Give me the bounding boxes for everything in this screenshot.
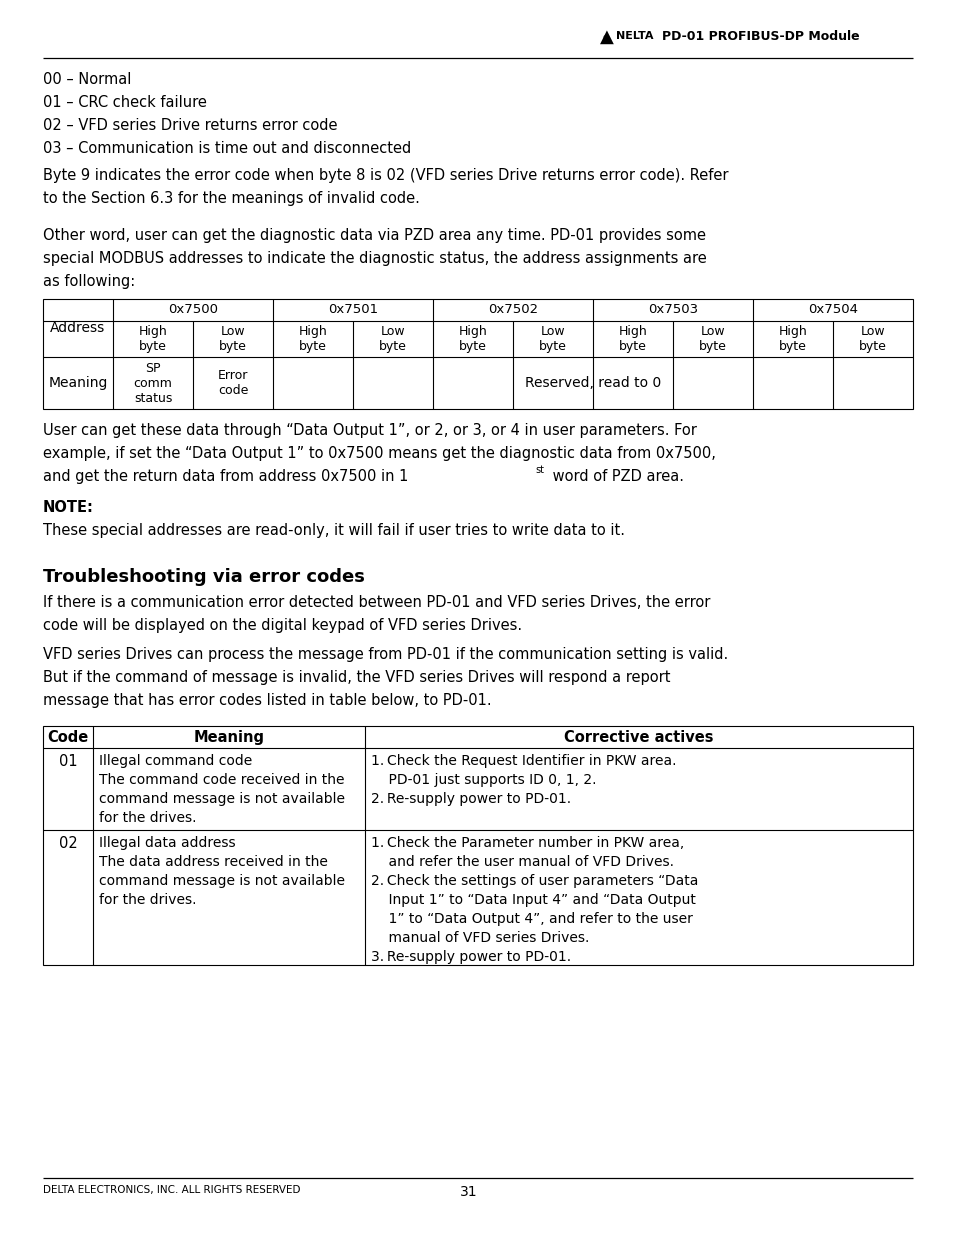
Text: SP
comm
status: SP comm status [133, 362, 172, 405]
Text: NELTA: NELTA [616, 31, 653, 41]
Text: example, if set the “Data Output 1” to 0x7500 means get the diagnostic data from: example, if set the “Data Output 1” to 0… [43, 446, 715, 461]
Text: manual of VFD series Drives.: manual of VFD series Drives. [371, 931, 589, 945]
Text: to the Section 6.3 for the meanings of invalid code.: to the Section 6.3 for the meanings of i… [43, 191, 419, 206]
Text: Reserved, read to 0: Reserved, read to 0 [524, 375, 660, 390]
Text: command message is not available: command message is not available [99, 792, 345, 806]
Text: 0x7501: 0x7501 [328, 303, 377, 316]
Text: But if the command of message is invalid, the VFD series Drives will respond a r: But if the command of message is invalid… [43, 671, 670, 685]
Text: High
byte: High byte [138, 325, 167, 353]
Text: Error
code: Error code [217, 369, 248, 396]
Text: NOTE:: NOTE: [43, 500, 93, 515]
Text: and refer the user manual of VFD Drives.: and refer the user manual of VFD Drives. [371, 855, 673, 869]
Text: Meaning: Meaning [193, 730, 264, 745]
Text: Code: Code [48, 730, 89, 745]
Text: message that has error codes listed in table below, to PD-01.: message that has error codes listed in t… [43, 693, 491, 708]
Text: Byte 9 indicates the error code when byte 8 is 02 (VFD series Drive returns erro: Byte 9 indicates the error code when byt… [43, 168, 728, 183]
Text: 1. Check the Request Identifier in PKW area.: 1. Check the Request Identifier in PKW a… [371, 755, 676, 768]
Text: word of PZD area.: word of PZD area. [547, 469, 683, 484]
Text: DELTA ELECTRONICS, INC. ALL RIGHTS RESERVED: DELTA ELECTRONICS, INC. ALL RIGHTS RESER… [43, 1186, 300, 1195]
Text: High
byte: High byte [458, 325, 487, 353]
Text: and get the return data from address 0x7500 in 1: and get the return data from address 0x7… [43, 469, 408, 484]
Text: 00 – Normal: 00 – Normal [43, 72, 132, 86]
Text: 0x7503: 0x7503 [647, 303, 698, 316]
Text: ◦: ◦ [601, 33, 607, 43]
Text: 2. Re-supply power to PD-01.: 2. Re-supply power to PD-01. [371, 792, 571, 806]
Text: 2. Check the settings of user parameters “Data: 2. Check the settings of user parameters… [371, 874, 698, 888]
Text: Illegal data address: Illegal data address [99, 836, 235, 850]
Text: If there is a communication error detected between PD-01 and VFD series Drives, : If there is a communication error detect… [43, 595, 710, 610]
Text: special MODBUS addresses to indicate the diagnostic status, the address assignme: special MODBUS addresses to indicate the… [43, 251, 706, 266]
Text: 0x7504: 0x7504 [807, 303, 857, 316]
Text: command message is not available: command message is not available [99, 874, 345, 888]
Text: Address: Address [51, 321, 106, 335]
Text: for the drives.: for the drives. [99, 893, 196, 906]
Text: 01: 01 [59, 755, 77, 769]
Text: 31: 31 [459, 1186, 477, 1199]
Text: Meaning: Meaning [49, 375, 108, 390]
Text: Troubleshooting via error codes: Troubleshooting via error codes [43, 568, 364, 585]
Text: Corrective actives: Corrective actives [563, 730, 713, 745]
Bar [43, 299, 912, 409]
Text: Low
byte: Low byte [699, 325, 726, 353]
Text: Low
byte: Low byte [858, 325, 886, 353]
Text: ▲: ▲ [599, 28, 613, 46]
Text: 01 – CRC check failure: 01 – CRC check failure [43, 95, 207, 110]
Text: st: st [535, 466, 543, 475]
Text: 1. Check the Parameter number in PKW area,: 1. Check the Parameter number in PKW are… [371, 836, 683, 850]
Text: 3. Re-supply power to PD-01.: 3. Re-supply power to PD-01. [371, 950, 571, 965]
Text: User can get these data through “Data Output 1”, or 2, or 3, or 4 in user parame: User can get these data through “Data Ou… [43, 424, 696, 438]
Text: as following:: as following: [43, 274, 135, 289]
Text: 02 – VFD series Drive returns error code: 02 – VFD series Drive returns error code [43, 119, 337, 133]
Text: Other word, user can get the diagnostic data via PZD area any time. PD-01 provid: Other word, user can get the diagnostic … [43, 228, 705, 243]
Text: Low
byte: Low byte [538, 325, 566, 353]
Text: 0x7502: 0x7502 [487, 303, 537, 316]
Text: Low
byte: Low byte [219, 325, 247, 353]
Text: VFD series Drives can process the message from PD-01 if the communication settin: VFD series Drives can process the messag… [43, 647, 727, 662]
Text: PD-01 PROFIBUS-DP Module: PD-01 PROFIBUS-DP Module [661, 30, 859, 43]
Text: High
byte: High byte [618, 325, 647, 353]
Text: PD-01 just supports ID 0, 1, 2.: PD-01 just supports ID 0, 1, 2. [371, 773, 596, 787]
Text: High
byte: High byte [298, 325, 327, 353]
Text: High
byte: High byte [778, 325, 806, 353]
Bar [43, 726, 912, 965]
Text: for the drives.: for the drives. [99, 811, 196, 825]
Text: The command code received in the: The command code received in the [99, 773, 344, 787]
Text: These special addresses are read-only, it will fail if user tries to write data : These special addresses are read-only, i… [43, 522, 624, 538]
Text: 0x7500: 0x7500 [168, 303, 218, 316]
Text: 03 – Communication is time out and disconnected: 03 – Communication is time out and disco… [43, 141, 411, 156]
Text: code will be displayed on the digital keypad of VFD series Drives.: code will be displayed on the digital ke… [43, 618, 521, 634]
Text: 02: 02 [58, 836, 77, 851]
Text: Low
byte: Low byte [378, 325, 407, 353]
Text: Illegal command code: Illegal command code [99, 755, 252, 768]
Text: Input 1” to “Data Input 4” and “Data Output: Input 1” to “Data Input 4” and “Data Out… [371, 893, 695, 906]
Text: 1” to “Data Output 4”, and refer to the user: 1” to “Data Output 4”, and refer to the … [371, 911, 692, 926]
Text: The data address received in the: The data address received in the [99, 855, 328, 869]
